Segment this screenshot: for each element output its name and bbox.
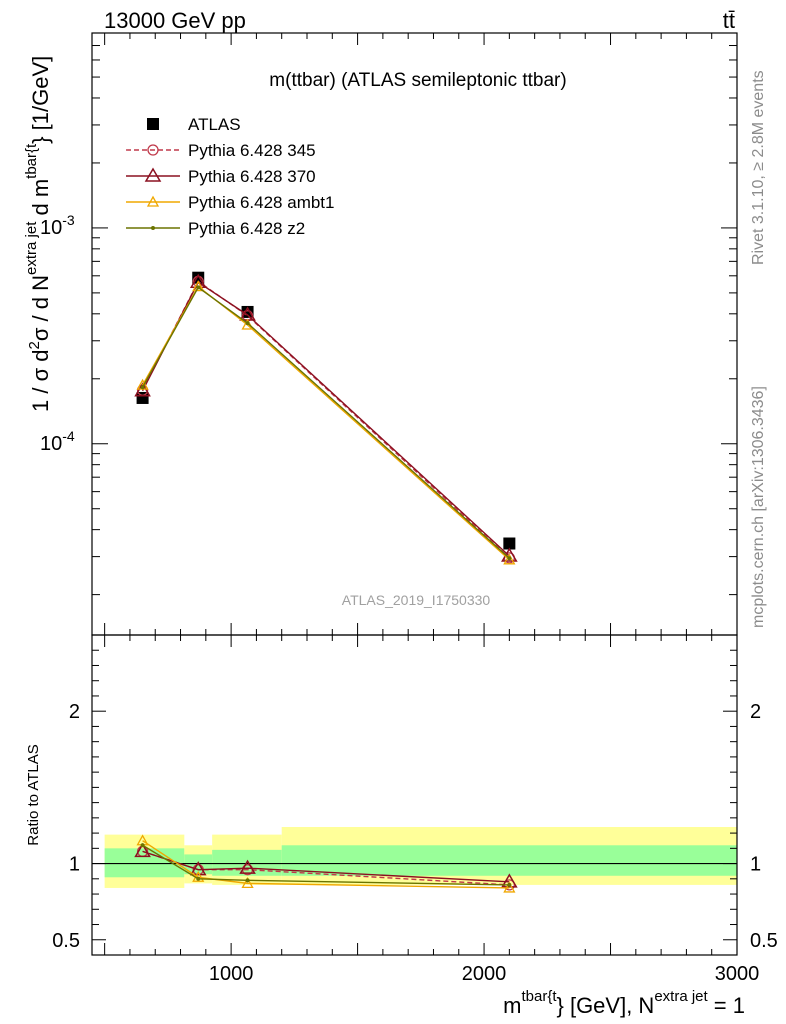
ratio-series-point-2-3 bbox=[503, 881, 516, 893]
legend-marker-2 bbox=[144, 167, 162, 182]
ratio-series-point-2-2 bbox=[241, 877, 254, 889]
ratio-y-tick-label-right: 0.5 bbox=[750, 930, 778, 952]
main-series-line-3 bbox=[141, 285, 510, 561]
ratio-series-point-3-2 bbox=[245, 878, 250, 883]
ratio-series-point-1-2 bbox=[239, 859, 256, 874]
legend-marker-1 bbox=[147, 144, 159, 156]
ratio-series-point-3-3 bbox=[507, 882, 512, 887]
ratio-series-line-1 bbox=[142, 850, 510, 883]
ratio-frame bbox=[91, 634, 738, 956]
legend-label-2: Pythia 6.428 370 bbox=[188, 167, 316, 186]
ratio-series-line-2 bbox=[142, 840, 510, 889]
ratio-y-tick-label-left: 2 bbox=[69, 701, 80, 723]
ratio-series-line-0 bbox=[142, 850, 510, 886]
ratio-y-tick-label-right: 1 bbox=[750, 854, 761, 876]
legend-marker-3 bbox=[146, 195, 160, 207]
ratio-y-tick-label-right: 2 bbox=[750, 701, 761, 723]
x-tick-label: 3000 bbox=[715, 963, 760, 985]
legend-marker-0 bbox=[147, 118, 159, 130]
ratio-y-tick-label-left: 0.5 bbox=[52, 930, 80, 952]
legend-label-0: ATLAS bbox=[188, 115, 241, 134]
ratio-series-line-3 bbox=[142, 844, 510, 886]
main-panel: 10-3 10-4 bbox=[40, 32, 738, 636]
ratio-series-point-1-1 bbox=[189, 861, 207, 876]
x-tick-label: 1000 bbox=[209, 963, 254, 985]
legend-marker-4 bbox=[151, 226, 155, 230]
main-series-point-3-1 bbox=[192, 280, 205, 292]
main-series-line-1 bbox=[141, 280, 510, 559]
mcplots-label: mcplots.cern.ch [arXiv:1306.3436] bbox=[750, 386, 767, 628]
main-series-point-4-1 bbox=[196, 285, 201, 290]
main-series-point-0-2 bbox=[241, 305, 254, 318]
x-tick-label: 2000 bbox=[462, 963, 507, 985]
main-series-point-0-3 bbox=[503, 537, 516, 550]
ratio-series-point-3-0 bbox=[140, 843, 145, 848]
y-tick-label: 10-3 bbox=[40, 212, 75, 239]
main-series-line-4 bbox=[141, 286, 510, 559]
main-series-line-2 bbox=[141, 281, 510, 557]
main-series-point-2-0 bbox=[134, 382, 151, 397]
legend-label-3: Pythia 6.428 ambt1 bbox=[188, 193, 334, 212]
rivet-version-label: Rivet 3.1.10, ≥ 2.8M events bbox=[750, 70, 767, 265]
main-y-axis-label: 1 / σ d2σ / d Nextra jet d mtbar{t} [1/G… bbox=[23, 56, 53, 412]
main-series-point-4-3 bbox=[507, 556, 512, 561]
y-tick-label: 10-4 bbox=[40, 428, 75, 455]
main-series-point-3-3 bbox=[503, 553, 516, 565]
x-axis-label: mtbar{t} [GeV], Nextra jet = 1 bbox=[503, 988, 745, 1018]
analysis-watermark: ATLAS_2019_I1750330 bbox=[342, 592, 491, 608]
legend-label-1: Pythia 6.428 345 bbox=[188, 141, 316, 160]
ratio-y-tick-label-left: 1 bbox=[69, 854, 80, 876]
header-left: 13000 GeV pp bbox=[104, 8, 246, 33]
legend-label-4: Pythia 6.428 z2 bbox=[188, 219, 305, 238]
ratio-series-point-1-0 bbox=[134, 842, 151, 858]
ratio-panel: 1000 2000 3000 0.5 0.5 1 1 2 2 bbox=[52, 634, 778, 985]
legend: ATLAS Pythia 6.428 345 Pythia 6.428 370 Pyt… bbox=[126, 115, 334, 238]
main-series-point-4-2 bbox=[245, 321, 250, 326]
header-right: tt̄ bbox=[723, 8, 735, 33]
ratio-inner-band-3 bbox=[281, 845, 737, 876]
ratio-series-point-3-1 bbox=[196, 876, 201, 881]
main-series-point-4-0 bbox=[140, 385, 145, 390]
main-title: m(ttbar) (ATLAS semileptonic ttbar) bbox=[269, 70, 566, 91]
ratio-y-axis-label: Ratio to ATLAS bbox=[25, 744, 42, 845]
